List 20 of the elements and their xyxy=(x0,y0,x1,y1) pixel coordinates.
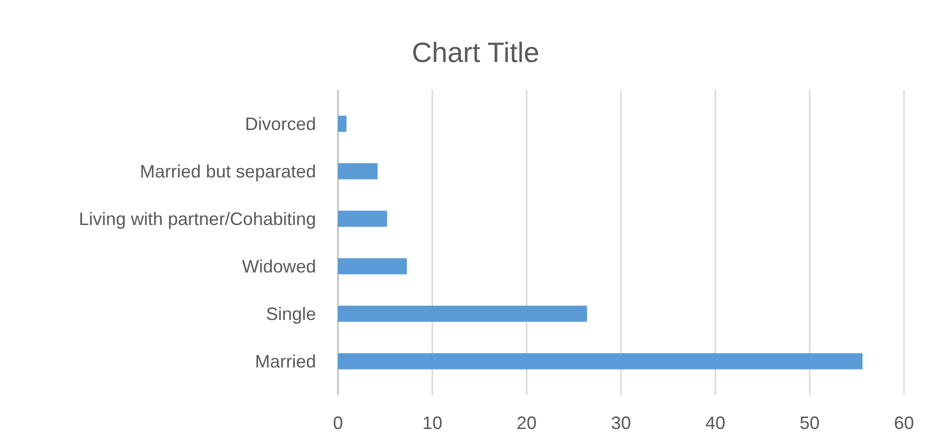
y-tick-label: Married but separated xyxy=(140,162,316,182)
x-tick-label: 50 xyxy=(800,413,820,433)
x-tick-label: 30 xyxy=(610,413,632,433)
x-tick-label: 40 xyxy=(705,413,726,433)
bar xyxy=(338,258,407,274)
bar xyxy=(338,353,862,370)
bar xyxy=(338,116,346,132)
x-tick-label: 20 xyxy=(516,413,537,433)
y-tick-label: Widowed xyxy=(242,256,316,277)
y-tick-label: Single xyxy=(266,304,316,324)
y-tick-label: Living with partner/Cohabiting xyxy=(78,209,316,230)
x-tick-label: 0 xyxy=(332,413,344,433)
bar xyxy=(338,210,388,227)
y-tick-label: Married xyxy=(254,352,316,372)
bar xyxy=(338,163,378,180)
bar xyxy=(338,306,588,322)
y-tick-label: Divorced xyxy=(244,114,316,134)
chart-title: Chart Title xyxy=(412,37,540,68)
x-tick-label: 10 xyxy=(422,413,442,433)
x-tick-label: 60 xyxy=(894,413,914,433)
